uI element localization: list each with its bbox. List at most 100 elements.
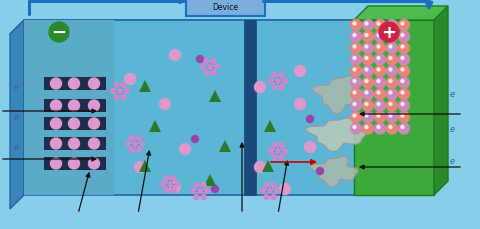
Polygon shape (434, 7, 448, 195)
Circle shape (169, 182, 180, 193)
Circle shape (279, 143, 284, 148)
Circle shape (159, 99, 170, 110)
Circle shape (377, 57, 380, 60)
Circle shape (197, 189, 203, 194)
Circle shape (377, 114, 380, 117)
Circle shape (353, 57, 356, 60)
Text: e: e (13, 143, 19, 152)
Circle shape (353, 23, 356, 26)
Circle shape (389, 34, 392, 37)
Circle shape (377, 80, 380, 83)
Text: +: + (382, 24, 396, 42)
Circle shape (275, 189, 279, 194)
Circle shape (398, 123, 409, 134)
Circle shape (272, 85, 277, 90)
Circle shape (398, 112, 409, 123)
Circle shape (114, 95, 119, 100)
Polygon shape (310, 157, 358, 188)
Circle shape (283, 79, 288, 84)
Circle shape (50, 138, 61, 149)
Circle shape (125, 142, 131, 147)
Circle shape (276, 79, 280, 84)
Circle shape (215, 65, 219, 70)
Circle shape (264, 183, 269, 188)
Circle shape (398, 55, 409, 66)
Circle shape (272, 143, 277, 148)
Circle shape (377, 126, 380, 129)
Circle shape (374, 101, 385, 112)
Circle shape (377, 69, 380, 72)
Circle shape (389, 46, 392, 49)
Circle shape (362, 112, 373, 123)
Circle shape (254, 162, 265, 173)
FancyBboxPatch shape (44, 117, 106, 131)
Polygon shape (354, 7, 448, 21)
Circle shape (377, 23, 380, 26)
Circle shape (88, 101, 99, 112)
Circle shape (374, 123, 385, 134)
Circle shape (254, 82, 265, 93)
Circle shape (118, 89, 122, 94)
Circle shape (386, 101, 397, 112)
Circle shape (201, 65, 205, 70)
Circle shape (307, 116, 313, 123)
Circle shape (279, 184, 290, 195)
Circle shape (398, 66, 409, 77)
Circle shape (353, 69, 356, 72)
Circle shape (124, 89, 130, 94)
Circle shape (350, 123, 361, 134)
Circle shape (386, 32, 397, 43)
Circle shape (389, 69, 392, 72)
Circle shape (295, 99, 305, 110)
Circle shape (88, 79, 99, 90)
Circle shape (350, 55, 361, 66)
Circle shape (350, 20, 361, 31)
Circle shape (136, 148, 141, 153)
Circle shape (69, 138, 80, 149)
Circle shape (389, 92, 392, 95)
Circle shape (386, 78, 397, 89)
Circle shape (401, 69, 404, 72)
Circle shape (362, 43, 373, 54)
Circle shape (204, 59, 209, 64)
Circle shape (389, 80, 392, 83)
Circle shape (350, 78, 361, 89)
Circle shape (164, 188, 169, 193)
Polygon shape (139, 81, 151, 93)
Circle shape (350, 66, 361, 77)
Circle shape (129, 148, 134, 153)
Circle shape (379, 23, 399, 43)
Circle shape (272, 73, 277, 78)
Circle shape (374, 89, 385, 100)
Circle shape (398, 43, 409, 54)
Circle shape (168, 182, 172, 187)
Circle shape (398, 78, 409, 89)
Circle shape (69, 158, 80, 169)
Circle shape (365, 34, 368, 37)
Circle shape (50, 101, 61, 112)
Circle shape (160, 182, 166, 187)
Circle shape (350, 32, 361, 43)
Circle shape (50, 118, 61, 129)
Circle shape (50, 158, 61, 169)
Circle shape (386, 43, 397, 54)
Circle shape (295, 66, 305, 77)
Circle shape (389, 114, 392, 117)
Circle shape (353, 92, 356, 95)
Circle shape (401, 126, 404, 129)
Circle shape (389, 57, 392, 60)
Circle shape (365, 23, 368, 26)
Circle shape (350, 101, 361, 112)
Circle shape (164, 176, 169, 181)
Circle shape (401, 46, 404, 49)
Circle shape (374, 55, 385, 66)
Circle shape (353, 34, 356, 37)
Polygon shape (204, 174, 216, 186)
Circle shape (362, 101, 373, 112)
Circle shape (386, 89, 397, 100)
Circle shape (401, 103, 404, 106)
Circle shape (88, 138, 99, 149)
Circle shape (374, 32, 385, 43)
Circle shape (271, 183, 276, 188)
Text: e: e (449, 125, 455, 134)
